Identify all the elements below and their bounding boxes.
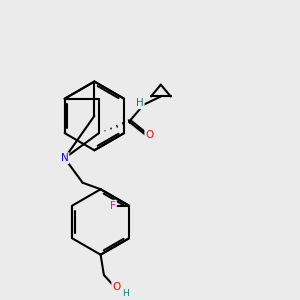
Text: N: N [61, 153, 68, 163]
Text: O: O [112, 282, 120, 292]
Text: F: F [110, 201, 116, 211]
Text: H: H [122, 289, 129, 298]
Text: O: O [145, 130, 154, 140]
Text: H: H [136, 98, 144, 108]
